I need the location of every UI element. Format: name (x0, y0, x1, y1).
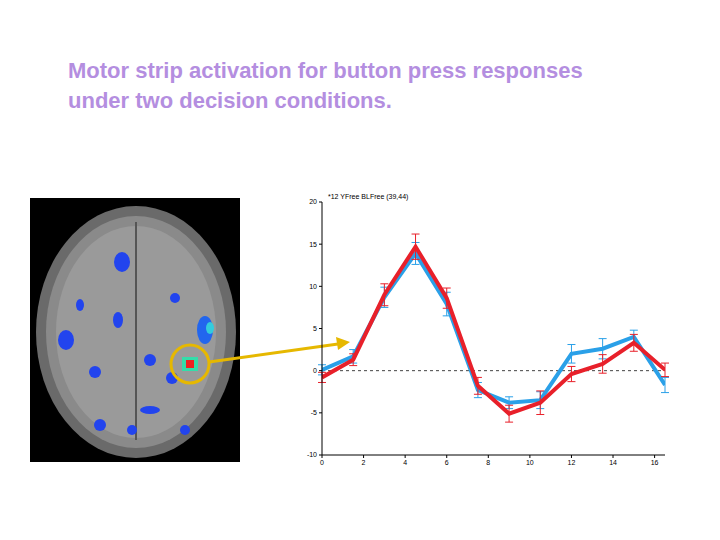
html-text:Motor strip activation for but: Motor strip activation for button press … (68, 58, 583, 113)
svg-text:0: 0 (320, 459, 324, 466)
svg-text:16: 16 (651, 459, 659, 466)
svg-text:20: 20 (309, 198, 317, 205)
html-text:*12 YFree BLFree (39,44): *12 YFree BLFree (39,44) (328, 193, 409, 200)
svg-text:14: 14 (609, 459, 617, 466)
svg-text:8: 8 (486, 459, 490, 466)
svg-text:5: 5 (313, 325, 317, 332)
svg-text:10: 10 (526, 459, 534, 466)
svg-text:12: 12 (568, 459, 576, 466)
svg-text:0: 0 (313, 367, 317, 374)
svg-text:15: 15 (309, 241, 317, 248)
svg-text:10: 10 (309, 283, 317, 290)
svg-text:4: 4 (403, 459, 407, 466)
svg-text:-10: -10 (307, 451, 317, 458)
svg-text:2: 2 (362, 459, 366, 466)
svg-text:-5: -5 (311, 409, 317, 416)
svg-text:6: 6 (445, 459, 449, 466)
